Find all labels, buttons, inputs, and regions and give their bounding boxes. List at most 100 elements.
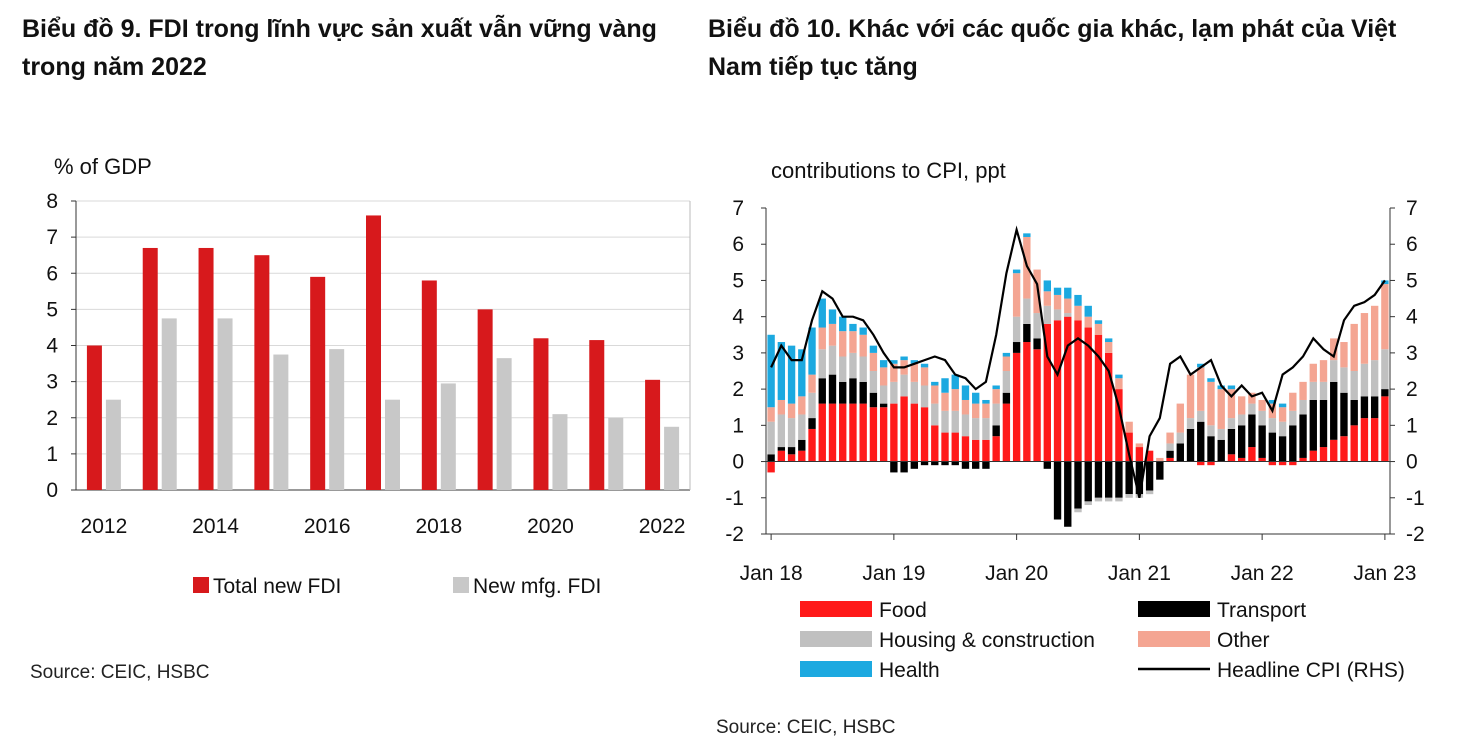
- legend-label: Transport: [1217, 599, 1306, 622]
- y-tick-label-left: 7: [732, 197, 744, 220]
- total-fdi-bar: [198, 247, 214, 490]
- housing-construction-bar: [1381, 349, 1389, 390]
- other-bar: [1207, 381, 1215, 426]
- transport-bar: [1186, 428, 1195, 462]
- transport-bar: [1023, 323, 1031, 343]
- other-bar: [1258, 399, 1266, 411]
- housing-construction-bar: [1002, 371, 1011, 393]
- legend-swatch: [1138, 631, 1210, 647]
- other-bar: [1156, 457, 1164, 462]
- other-bar: [839, 331, 847, 357]
- legend-swatch: [453, 577, 469, 593]
- food-bar: [1125, 432, 1133, 462]
- housing-construction-bar: [1258, 410, 1266, 426]
- health-bar: [808, 327, 816, 375]
- source-note: Source: CEIC, HSBC: [716, 717, 896, 738]
- transport-bar: [982, 461, 990, 469]
- food-bar: [1135, 447, 1144, 462]
- mfg-fdi-bar: [329, 349, 345, 490]
- y-tick-label: 0: [46, 479, 58, 502]
- housing-construction-bar: [1023, 298, 1031, 324]
- transport-bar: [992, 425, 1000, 437]
- other-bar: [951, 389, 959, 411]
- health-bar: [1053, 287, 1062, 295]
- health-bar: [879, 360, 888, 368]
- other-bar: [1002, 356, 1011, 371]
- housing-construction-bar: [1340, 367, 1348, 393]
- transport-bar: [839, 381, 847, 404]
- other-bar: [1135, 443, 1144, 448]
- health-bar: [910, 360, 919, 364]
- transport-bar: [1115, 461, 1123, 498]
- other-bar: [1319, 360, 1328, 382]
- other-bar: [1381, 284, 1389, 350]
- mfg-fdi-bar: [273, 354, 289, 490]
- x-tick-label: Jan 20: [985, 562, 1048, 585]
- y-tick-label-right: 3: [1406, 342, 1418, 365]
- housing-construction-bar: [859, 356, 867, 382]
- food-bar: [992, 436, 1000, 462]
- other-bar: [1289, 392, 1297, 411]
- health-bar: [1023, 233, 1031, 237]
- food-bar: [1258, 457, 1266, 462]
- transport-bar: [777, 447, 786, 451]
- food-bar: [849, 403, 857, 462]
- other-bar: [931, 385, 939, 404]
- food-bar: [1319, 447, 1328, 462]
- food-bar: [1381, 396, 1389, 462]
- y-tick-label-left: 5: [732, 269, 744, 292]
- mfg-fdi-bar: [608, 417, 624, 490]
- housing-construction-bar: [1248, 403, 1256, 415]
- y-tick-label-left: 1: [732, 414, 744, 437]
- food-bar: [1207, 461, 1215, 466]
- food-bar: [900, 396, 908, 462]
- mfg-fdi-bar: [440, 383, 456, 490]
- health-bar: [890, 360, 898, 364]
- transport-bar: [1248, 414, 1256, 448]
- mfg-fdi-bar: [161, 318, 177, 490]
- y-tick-label: 5: [46, 298, 58, 321]
- x-tick-label: Jan 18: [740, 562, 803, 585]
- transport-bar: [828, 374, 837, 404]
- health-bar: [1268, 399, 1277, 404]
- health-bar: [1217, 385, 1225, 390]
- health-bar: [1094, 320, 1103, 324]
- housing-construction-bar: [951, 410, 959, 433]
- housing-construction-bar: [1033, 313, 1041, 339]
- transport-bar: [900, 461, 908, 473]
- housing-construction-bar: [1207, 425, 1215, 437]
- housing-construction-bar: [869, 371, 878, 393]
- housing-construction-bar: [767, 421, 775, 455]
- other-bar: [1176, 403, 1184, 433]
- food-bar: [869, 407, 878, 462]
- food-bar: [1043, 323, 1051, 462]
- housing-construction-bar: [1145, 490, 1154, 495]
- transport-bar: [869, 392, 878, 408]
- transport-bar: [1053, 461, 1062, 520]
- food-bar: [1033, 349, 1041, 462]
- x-tick-label: 2020: [527, 515, 574, 538]
- x-tick-label: Jan 23: [1353, 562, 1416, 585]
- other-bar: [859, 334, 867, 357]
- other-bar: [1340, 342, 1348, 368]
- health-bar: [1074, 294, 1082, 306]
- transport-bar: [1227, 428, 1236, 455]
- mfg-fdi-bar: [105, 399, 121, 490]
- housing-construction-bar: [941, 410, 949, 433]
- housing-construction-bar: [1217, 428, 1225, 440]
- transport-bar: [1002, 392, 1011, 404]
- health-bar: [787, 345, 796, 404]
- transport-bar: [931, 461, 939, 466]
- other-bar: [1350, 323, 1358, 371]
- housing-construction-bar: [1289, 410, 1297, 426]
- food-bar: [787, 454, 796, 462]
- housing-construction-bar: [1268, 418, 1277, 433]
- mfg-fdi-bar: [385, 399, 400, 490]
- transport-bar: [1166, 450, 1174, 458]
- other-bar: [1278, 407, 1287, 422]
- transport-bar: [972, 461, 980, 469]
- other-bar: [808, 374, 816, 393]
- housing-construction-bar: [1299, 399, 1307, 415]
- other-bar: [1330, 338, 1338, 361]
